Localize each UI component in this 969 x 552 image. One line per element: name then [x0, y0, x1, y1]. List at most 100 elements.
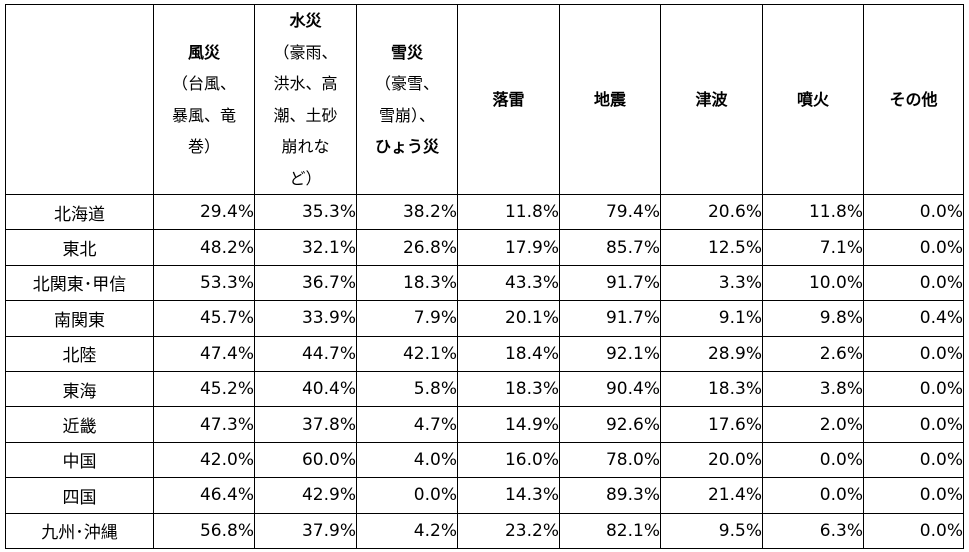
percentage-cell: 46.4%	[153, 477, 255, 514]
percentage-cell: 2.6%	[762, 335, 864, 372]
region-cell: 北海道	[5, 193, 154, 231]
percentage-cell: 91.7%	[559, 300, 661, 337]
table-row: 北海道 29.4% 35.3% 38.2% 11.8% 79.4% 20.6% 11.8% 0.…	[5, 193, 964, 231]
percentage-cell: 29.4%	[153, 193, 255, 231]
percentage-cell: 0.0%	[863, 512, 964, 549]
column-header: 津波	[660, 4, 763, 195]
column-header-note: 洪水、高	[273, 74, 338, 93]
table-row: 北陸 47.4% 44.7% 42.1% 18.4% 92.1% 28.9% 2.6% 0.0%	[5, 335, 964, 372]
percentage-cell: 0.0%	[863, 193, 964, 231]
table-row: 南関東 45.7% 33.9% 7.9% 20.1% 91.7% 9.1% 9.8% 0.4%	[5, 300, 964, 337]
percentage-cell: 60.0%	[254, 441, 357, 479]
percentage-cell: 42.1%	[356, 335, 458, 372]
column-header-note: ど）	[289, 168, 322, 188]
percentage-cell: 21.4%	[660, 477, 763, 514]
column-header-note: 雪崩）、	[378, 105, 435, 125]
percentage-cell: 42.0%	[153, 441, 255, 479]
table-row: 北関東･甲信 53.3% 36.7% 18.3% 43.3% 91.7% 3.3% 10.0%…	[5, 264, 964, 302]
percentage-cell: 14.3%	[457, 477, 560, 514]
column-header-note: 崩れな	[281, 137, 330, 156]
column-header-label: 雪災	[390, 42, 423, 62]
column-header: 噴火	[762, 4, 864, 195]
percentage-cell: 26.8%	[356, 229, 458, 266]
region-cell: 東北	[5, 229, 154, 266]
column-header-note: （台風、	[171, 74, 236, 93]
percentage-cell: 32.1%	[254, 229, 357, 266]
column-header-label: 水災	[289, 11, 322, 30]
column-header: 風災 （台風、暴風、竜巻）	[153, 4, 255, 195]
percentage-cell: 0.0%	[356, 477, 458, 514]
percentage-cell: 53.3%	[153, 264, 255, 302]
table-row: 九州･沖縄 56.8% 37.9% 4.2% 23.2% 82.1% 9.5% 6.3% 0.0…	[5, 512, 964, 549]
percentage-cell: 89.3%	[559, 477, 661, 514]
percentage-cell: 91.7%	[559, 264, 661, 302]
corner-header-cell	[5, 4, 154, 195]
percentage-cell: 40.4%	[254, 370, 357, 408]
region-cell: 北陸	[5, 335, 154, 372]
percentage-cell: 9.8%	[762, 300, 864, 337]
percentage-cell: 18.3%	[457, 370, 560, 408]
percentage-cell: 0.0%	[863, 370, 964, 408]
disaster-percentage-table: 風災 （台風、 暴風、竜 巻） 水災 （豪雨、 洪水、高 潮、土砂 崩れな ど） 雪災 （豪雪、 雪崩）…	[5, 4, 964, 549]
percentage-cell: 0.0%	[863, 229, 964, 266]
percentage-cell: 92.6%	[559, 406, 661, 443]
column-header: その他	[863, 4, 964, 195]
percentage-cell: 0.0%	[762, 477, 864, 514]
percentage-cell: 14.9%	[457, 406, 560, 443]
region-cell: 南関東	[5, 300, 154, 337]
percentage-cell: 43.3%	[457, 264, 560, 302]
percentage-cell: 28.9%	[660, 335, 763, 372]
percentage-cell: 12.5%	[660, 229, 763, 266]
column-header-note: （豪雪、	[374, 74, 439, 93]
percentage-cell: 18.4%	[457, 335, 560, 372]
percentage-cell: 44.7%	[254, 335, 357, 372]
region-cell: 九州･沖縄	[5, 512, 154, 549]
percentage-cell: 0.0%	[863, 335, 964, 372]
percentage-cell: 4.0%	[356, 441, 458, 479]
percentage-cell: 0.0%	[863, 477, 964, 514]
table-row: 中国 42.0% 60.0% 4.0% 16.0% 78.0% 20.0% 0.0% 0.0%	[5, 441, 964, 479]
table-header-row: 風災 （台風、 暴風、竜 巻） 水災 （豪雨、 洪水、高 潮、土砂 崩れな ど） 雪災 （豪雪、 雪崩）…	[5, 4, 964, 195]
percentage-cell: 0.0%	[863, 264, 964, 302]
percentage-cell: 20.6%	[660, 193, 763, 231]
column-header-label: 落雷	[492, 89, 525, 109]
percentage-cell: 4.7%	[356, 406, 458, 443]
percentage-cell: 0.0%	[863, 406, 964, 443]
table-row: 東北 48.2% 32.1% 26.8% 17.9% 85.7% 12.5% 7.1% 0.0%	[5, 229, 964, 266]
percentage-cell: 45.7%	[153, 300, 255, 337]
percentage-cell: 23.2%	[457, 512, 560, 549]
percentage-cell: 17.9%	[457, 229, 560, 266]
percentage-cell: 4.2%	[356, 512, 458, 549]
column-header-label: 地震	[593, 89, 626, 109]
percentage-cell: 35.3%	[254, 193, 357, 231]
region-cell: 四国	[5, 477, 154, 514]
percentage-cell: 92.1%	[559, 335, 661, 372]
column-header-note: 巻）	[187, 137, 220, 156]
column-header-label: 風災	[187, 42, 220, 62]
column-header: 落雷	[457, 4, 560, 195]
percentage-cell: 90.4%	[559, 370, 661, 408]
column-header-label: 津波	[695, 89, 728, 109]
percentage-cell: 16.0%	[457, 441, 560, 479]
percentage-cell: 7.9%	[356, 300, 458, 337]
percentage-cell: 3.3%	[660, 264, 763, 302]
column-header-note: 暴風、竜	[171, 105, 236, 125]
percentage-cell: 18.3%	[660, 370, 763, 408]
percentage-cell: 45.2%	[153, 370, 255, 408]
column-header-label: 噴火	[796, 89, 829, 109]
percentage-cell: 9.5%	[660, 512, 763, 549]
column-header: 水災 （豪雨、 洪水、高 潮、土砂 崩れな ど）	[254, 4, 357, 195]
percentage-cell: 11.8%	[457, 193, 560, 231]
percentage-cell: 5.8%	[356, 370, 458, 408]
percentage-cell: 48.2%	[153, 229, 255, 266]
percentage-cell: 2.0%	[762, 406, 864, 443]
percentage-cell: 85.7%	[559, 229, 661, 266]
region-cell: 近畿	[5, 406, 154, 443]
percentage-cell: 56.8%	[153, 512, 255, 549]
percentage-cell: 47.4%	[153, 335, 255, 372]
percentage-cell: 18.3%	[356, 264, 458, 302]
percentage-cell: 0.4%	[863, 300, 964, 337]
percentage-cell: 78.0%	[559, 441, 661, 479]
column-header-note: 潮、土砂	[273, 105, 338, 125]
column-header-label: その他	[889, 89, 938, 109]
